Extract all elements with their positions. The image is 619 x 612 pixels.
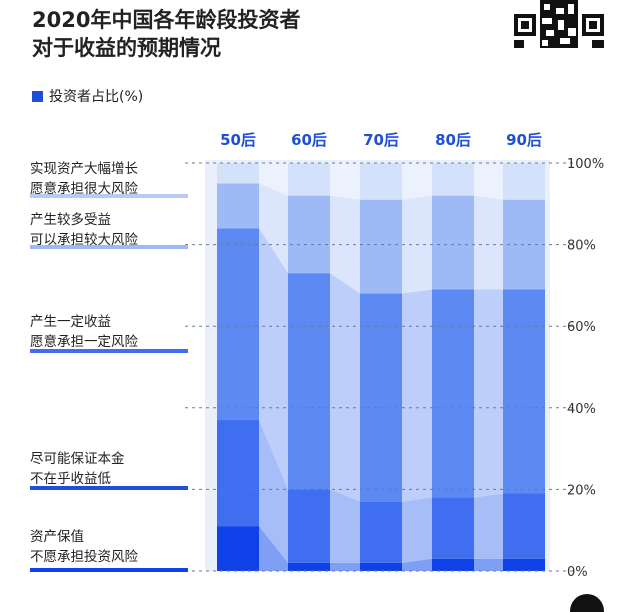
row-label-line-1: 实现资产大幅增长	[30, 161, 138, 177]
row-label: 资产保值不愿承担投资风险	[30, 527, 190, 567]
connector-area	[330, 489, 360, 563]
bar-segment	[217, 420, 259, 527]
bar-segment	[360, 293, 402, 502]
row-label: 尽可能保证本金 不在乎收益低	[30, 449, 190, 489]
title-line-2: 对于收益的预期情况	[32, 36, 221, 60]
row-label-line-1: 产生一定收益	[30, 314, 111, 330]
bar-segment	[288, 489, 330, 563]
connector-area	[330, 273, 360, 502]
connector-area	[259, 420, 288, 563]
bar-segment	[503, 558, 545, 571]
y-tick-label: 40%	[567, 402, 596, 417]
y-tick-label: 100%	[567, 157, 604, 172]
bar-segment	[288, 163, 330, 196]
connector-area	[474, 558, 503, 571]
y-tick-label: 60%	[567, 320, 596, 335]
legend-swatch	[32, 90, 43, 102]
chart-title: 2020年中国各年龄段投资者 对于收益的预期情况	[32, 6, 300, 62]
connector-area	[474, 195, 503, 290]
bar-segment	[217, 163, 259, 184]
bar-segment	[503, 493, 545, 559]
connector-area	[402, 497, 432, 563]
connector-area	[259, 228, 288, 490]
connector-area	[402, 195, 432, 294]
category-label: 90后	[506, 131, 542, 149]
title-line-1: 2020年中国各年龄段投资者	[32, 8, 301, 32]
bar-segment	[503, 163, 545, 200]
connector-area	[259, 183, 288, 274]
connector-area	[259, 526, 288, 571]
bar-segment	[360, 199, 402, 294]
legend: 投资者占比(%)	[32, 86, 143, 106]
bar-segment	[432, 163, 474, 196]
connector-area	[402, 289, 432, 502]
bar-segment	[432, 558, 474, 571]
category-label: 50后	[220, 131, 256, 149]
bar-segment	[503, 289, 545, 494]
category-label: 70后	[363, 131, 399, 149]
row-label-line-1: 尽可能保证本金	[30, 451, 125, 467]
bar-segment	[217, 228, 259, 421]
bar-segment	[360, 163, 402, 200]
row-label: 产生较多受益可以承担较大风险	[30, 210, 190, 250]
bar-segment	[432, 195, 474, 290]
bar-segment	[217, 183, 259, 229]
bar-segment	[360, 562, 402, 571]
category-label: 80后	[435, 131, 471, 149]
row-label: 产生一定收益愿意承担一定风险	[30, 312, 190, 352]
bar-segment	[503, 199, 545, 290]
connector-area	[474, 289, 503, 498]
legend-label: 投资者占比(%)	[49, 89, 144, 105]
bar-segment	[288, 195, 330, 274]
y-tick-label: 20%	[567, 483, 596, 498]
row-label-line-1: 产生较多受益	[30, 212, 111, 228]
connector-area	[402, 558, 432, 571]
y-tick-label: 0%	[567, 565, 588, 580]
y-tick-label: 80%	[567, 239, 596, 254]
row-label-line-2: 愿意承担很大风险	[30, 181, 138, 197]
connector-area	[474, 493, 503, 559]
row-label-line-2: 不在乎收益低	[30, 471, 111, 487]
connector-area	[330, 195, 360, 294]
row-label-line-1: 资产保值	[30, 529, 84, 545]
row-label: 实现资产大幅增长 愿意承担很大风险	[30, 159, 190, 199]
corner-dot	[570, 594, 604, 612]
connector-area	[259, 163, 288, 196]
row-label-line-2: 不愿承担投资风险	[30, 549, 138, 565]
connector-area	[474, 163, 503, 200]
connector-area	[402, 163, 432, 200]
category-label: 60后	[291, 131, 327, 149]
bar-segment	[217, 526, 259, 571]
row-label-line-2: 可以承担较大风险	[30, 232, 138, 248]
qr-code-icon	[512, 0, 606, 50]
bar-segment	[432, 289, 474, 498]
bar-segment	[288, 273, 330, 490]
row-label-line-2: 愿意承担一定风险	[30, 334, 138, 350]
bar-segment	[360, 501, 402, 563]
plot-background	[205, 160, 550, 571]
connector-area	[330, 562, 360, 571]
bar-segment	[432, 497, 474, 559]
connector-area	[330, 163, 360, 200]
row-label-underline	[30, 568, 188, 572]
bar-segment	[288, 562, 330, 571]
